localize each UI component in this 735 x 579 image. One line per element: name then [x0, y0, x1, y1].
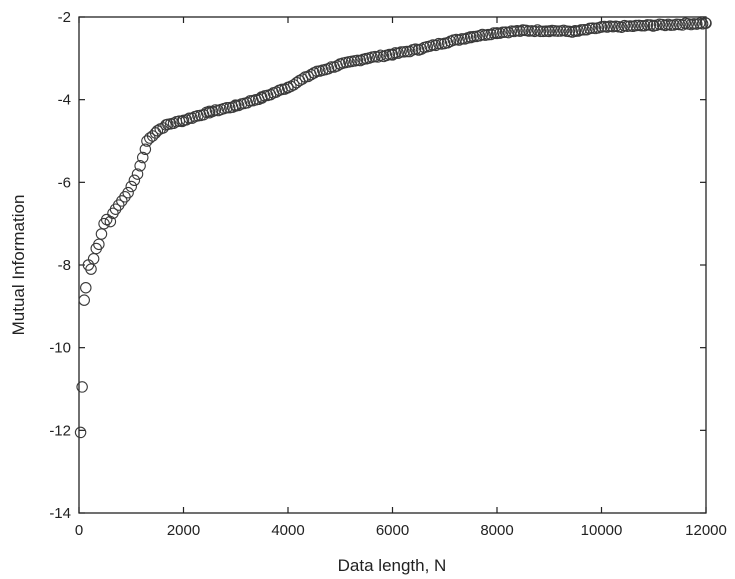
x-tick-label: 2000 — [167, 522, 200, 539]
data-point — [482, 28, 494, 41]
data-point — [270, 86, 282, 98]
data-point — [537, 25, 549, 38]
data-point — [569, 25, 582, 37]
data-point — [244, 95, 256, 107]
data-point — [578, 24, 590, 36]
data-point — [122, 186, 134, 199]
data-point — [93, 238, 105, 251]
x-tick-label: 4000 — [271, 522, 304, 539]
y-tick-label: -14 — [49, 505, 71, 522]
data-point — [125, 180, 138, 193]
data-point — [456, 33, 468, 45]
data-point — [700, 17, 712, 29]
data-point — [401, 45, 413, 58]
data-point — [109, 203, 122, 215]
y-tick-label: -6 — [58, 174, 71, 191]
data-point — [139, 143, 152, 156]
data-point — [183, 112, 196, 124]
data-point — [85, 263, 97, 275]
y-tick-label: -10 — [49, 340, 71, 357]
y-tick-label: -4 — [58, 92, 71, 109]
x-axis: 0 2000 4000 6000 8000 10000 12000 — [75, 17, 727, 539]
y-axis: -14 -12 -10 -8 -6 -4 -2 — [49, 9, 706, 522]
data-point — [95, 228, 108, 240]
x-tick-label: 8000 — [480, 522, 513, 539]
x-tick-label: 10000 — [581, 522, 623, 539]
data-point — [552, 25, 564, 37]
y-tick-label: -8 — [58, 257, 71, 274]
data-point — [80, 281, 92, 294]
data-point — [104, 215, 117, 228]
data-point — [641, 19, 654, 31]
data-point — [630, 19, 642, 32]
data-point — [287, 79, 300, 91]
y-tick-label: -2 — [58, 9, 71, 26]
data-point — [635, 19, 648, 32]
data-point — [137, 151, 149, 164]
y-tick-label: -12 — [49, 422, 71, 439]
data-point — [290, 76, 303, 89]
data-point — [430, 39, 442, 52]
data-point — [131, 168, 144, 180]
data-point — [134, 160, 146, 172]
x-axis-label: Data length, N — [338, 556, 447, 575]
data-point — [415, 43, 428, 55]
data-point — [87, 253, 100, 265]
plot-frame — [78, 16, 707, 514]
data-points — [74, 17, 712, 439]
y-axis-label: Mutual Information — [9, 195, 28, 336]
data-point — [78, 294, 90, 306]
x-tick-label: 12000 — [685, 522, 727, 539]
data-point — [116, 195, 128, 207]
data-point — [372, 51, 384, 63]
data-point — [665, 19, 677, 31]
data-point — [322, 62, 335, 75]
data-point — [615, 21, 628, 33]
data-point — [308, 67, 320, 79]
data-point — [241, 97, 253, 109]
data-point — [523, 25, 535, 37]
data-point — [575, 24, 587, 36]
data-point — [302, 70, 314, 83]
data-point — [351, 54, 364, 67]
data-point — [76, 381, 88, 393]
data-point — [221, 101, 233, 114]
data-point — [386, 49, 399, 61]
data-point — [74, 426, 87, 439]
data-point — [383, 48, 396, 61]
data-point — [128, 174, 141, 187]
data-point — [151, 125, 164, 137]
data-point — [186, 112, 198, 124]
x-tick-label: 6000 — [376, 522, 409, 539]
data-point — [534, 25, 547, 38]
data-point — [517, 24, 529, 37]
x-tick-label: 0 — [75, 522, 83, 539]
data-point — [688, 18, 700, 30]
data-point — [676, 19, 689, 31]
data-point — [549, 25, 561, 37]
data-point — [496, 26, 509, 39]
data-point — [540, 25, 552, 37]
data-point — [395, 46, 407, 58]
data-point — [112, 199, 125, 211]
data-point — [119, 191, 131, 203]
data-point — [403, 45, 416, 58]
